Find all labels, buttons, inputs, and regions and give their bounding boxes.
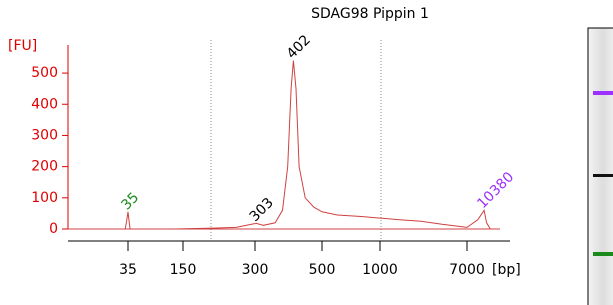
- x-tick-label: 300: [242, 262, 269, 278]
- x-tick-label: 1000: [362, 262, 398, 278]
- peak-label: 303: [247, 195, 277, 225]
- chart: SDAG98 Pippin 1 [FU] [bp] 0 100 200 300 400 5…: [0, 0, 613, 305]
- y-tick-label: 400: [31, 96, 58, 112]
- chart-title: SDAG98 Pippin 1: [311, 6, 429, 22]
- peak-label: 10380: [474, 169, 517, 212]
- sample-band: [593, 174, 613, 177]
- lower-marker-band: [593, 252, 613, 256]
- upper-marker-band: [593, 91, 613, 95]
- y-tick-label: 200: [31, 159, 58, 175]
- gel-lane: [588, 28, 613, 305]
- x-tick-label: 35: [119, 262, 137, 278]
- x-tick-label: 500: [309, 262, 336, 278]
- y-tick-label: 500: [31, 65, 58, 81]
- y-tick-label: 300: [31, 127, 58, 143]
- y-axis-label: [FU]: [8, 38, 37, 54]
- y-tick-label: 0: [49, 221, 58, 237]
- page: SDAG98 Pippin 1 [FU] [bp] 0 100 200 300 400 5…: [0, 0, 613, 305]
- x-tick-label: 150: [170, 262, 197, 278]
- peak-label: 402: [284, 32, 314, 62]
- x-tick-label: 7000: [449, 262, 485, 278]
- y-tick-label: 100: [31, 190, 58, 206]
- x-axis-label: [bp]: [492, 262, 521, 278]
- peak-label: 35: [118, 190, 142, 214]
